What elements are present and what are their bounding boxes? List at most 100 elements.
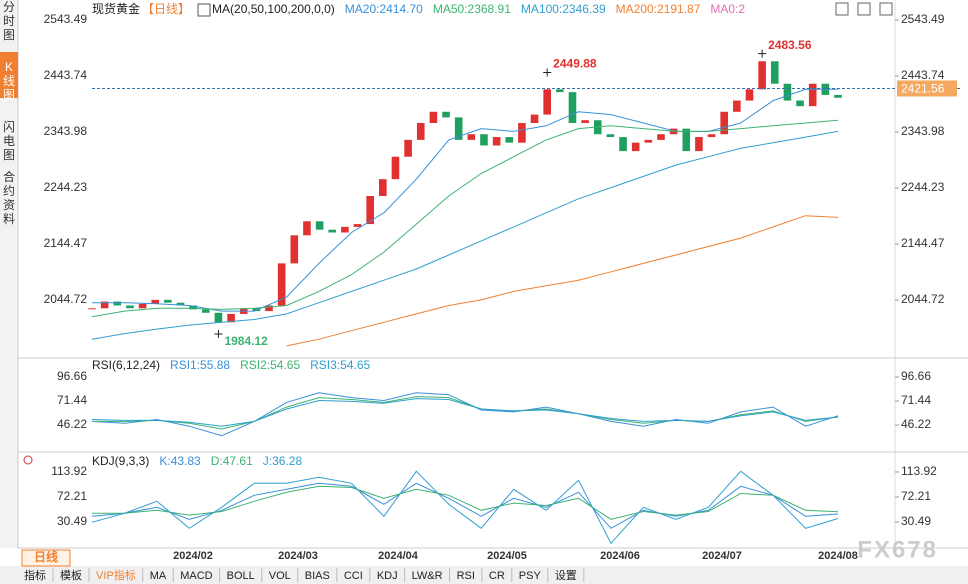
- toolbar-item[interactable]: MA: [150, 570, 167, 582]
- toolbar-item[interactable]: 设置: [555, 569, 577, 582]
- y-tick-label: 71.44: [57, 393, 87, 407]
- legend-entry: RSI1:55.88: [170, 358, 230, 372]
- annotation-marker: [543, 68, 552, 77]
- y-tick-label-right: 30.49: [901, 514, 931, 528]
- annotation-label: 2483.56: [768, 38, 812, 52]
- side-tab[interactable]: 闪电图: [3, 120, 15, 162]
- side-tab-char: 时: [3, 14, 15, 28]
- candle: [606, 134, 615, 138]
- candle: [733, 100, 741, 112]
- toolbar-item[interactable]: VOL: [269, 570, 291, 582]
- toolbar-item[interactable]: BIAS: [305, 570, 330, 582]
- panel-title: RSI(6,12,24): [92, 358, 160, 372]
- candle: [695, 137, 703, 152]
- toolbar-item[interactable]: CCI: [344, 570, 363, 582]
- candle: [442, 111, 450, 118]
- side-tab-char: 电: [3, 134, 15, 148]
- side-tab-char: 闪: [3, 120, 15, 134]
- y-tick-label: 2044.72: [44, 292, 88, 306]
- candle: [568, 92, 577, 124]
- toolbar-item[interactable]: 模板: [60, 568, 82, 582]
- series-line: [92, 88, 838, 312]
- candle: [770, 61, 779, 84]
- icon[interactable]: [857, 2, 871, 16]
- candle: [467, 134, 476, 140]
- candle: [138, 303, 147, 309]
- candle: [758, 61, 766, 90]
- y-tick-label: 96.66: [57, 369, 87, 383]
- y-tick-label-right: 2144.47: [901, 236, 945, 250]
- candle: [227, 313, 235, 323]
- candle: [315, 221, 324, 230]
- candle: [100, 301, 109, 309]
- toolbar-item[interactable]: BOLL: [227, 570, 255, 582]
- y-tick-label-right: 113.92: [901, 464, 937, 478]
- y-tick-label: 2144.47: [44, 236, 88, 250]
- toolbar-item[interactable]: VIP指标: [96, 568, 136, 582]
- y-tick-label-right: 2244.23: [901, 180, 945, 194]
- side-tab[interactable]: 分时图: [3, 0, 15, 42]
- side-tab-char: 线: [3, 74, 15, 88]
- candle: [277, 263, 286, 306]
- legend-entry: K:43.83: [159, 454, 201, 468]
- candle: [720, 111, 728, 135]
- period-label: 【日线】: [142, 2, 190, 16]
- candle: [556, 89, 564, 93]
- toolbar-item[interactable]: KDJ: [377, 570, 398, 582]
- side-bar: [0, 0, 18, 548]
- legend-entry: D:47.61: [211, 454, 253, 468]
- candle: [492, 137, 501, 146]
- candle: [429, 111, 438, 124]
- candle: [164, 299, 172, 303]
- y-tick-label-right: 2543.49: [901, 12, 945, 26]
- y-tick-label-right: 96.66: [901, 369, 931, 383]
- price-box: [897, 80, 957, 97]
- candle: [796, 100, 804, 107]
- series-line: [92, 485, 839, 520]
- toolbar-item[interactable]: 指标: [24, 568, 46, 582]
- side-tab-char: 资: [3, 198, 15, 212]
- y-tick-label: 2343.98: [44, 124, 88, 138]
- period-tab[interactable]: [21, 549, 71, 567]
- side-tab[interactable]: K线图: [3, 60, 15, 102]
- candle: [518, 123, 526, 143]
- candle: [480, 134, 488, 146]
- y-tick-label-right: 72.21: [901, 489, 931, 503]
- candle: [303, 221, 311, 236]
- candle: [88, 308, 96, 310]
- toolbar-item[interactable]: CR: [489, 570, 505, 582]
- series-line: [91, 470, 839, 545]
- candle: [619, 137, 627, 152]
- chart-title: 现货黄金: [92, 1, 140, 16]
- settings-icon[interactable]: [23, 455, 33, 465]
- candle: [657, 134, 665, 140]
- candle: [328, 229, 337, 233]
- y-tick-label-right: 2044.72: [901, 292, 945, 306]
- candle: [151, 299, 160, 304]
- candle: [530, 114, 539, 124]
- y-tick-label: 72.21: [57, 489, 87, 503]
- toolbar-item[interactable]: MACD: [180, 570, 212, 582]
- icon[interactable]: [879, 2, 893, 16]
- side-tab-char: K: [5, 60, 13, 74]
- candle: [202, 309, 210, 313]
- toolbar-item[interactable]: LW&R: [412, 570, 443, 582]
- toolbar-item[interactable]: RSI: [457, 570, 475, 582]
- panel-title: KDJ(9,3,3): [92, 454, 149, 468]
- x-tick-label: 2024/08: [818, 550, 858, 562]
- candle: [290, 235, 299, 264]
- toolbar: [0, 566, 968, 584]
- legend-entry: MA50:2368.91: [433, 2, 511, 16]
- candle: [631, 142, 640, 152]
- candle: [379, 179, 387, 197]
- candle: [581, 120, 589, 124]
- candle: [454, 117, 463, 140]
- candle: [391, 156, 400, 180]
- x-tick-label: 2024/07: [702, 550, 742, 562]
- toolbar-item[interactable]: PSY: [519, 570, 542, 582]
- icon[interactable]: [835, 2, 849, 16]
- candle: [682, 128, 691, 152]
- y-tick-label-right: 2343.98: [901, 124, 945, 138]
